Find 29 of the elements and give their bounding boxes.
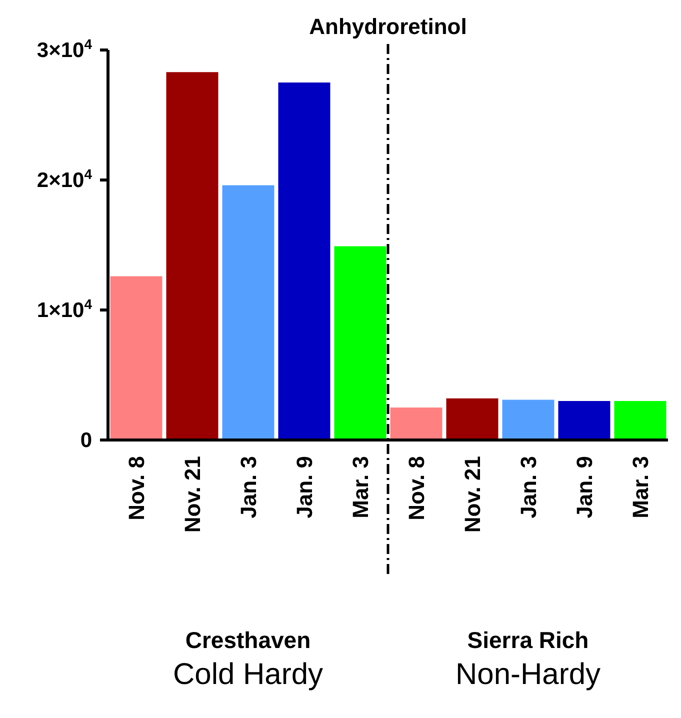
- y-tick-label: 2×10$^{4}$: [36, 166, 92, 192]
- x-tick-label: Nov. 21: [460, 456, 485, 533]
- x-tick-label: Jan. 9: [292, 456, 317, 518]
- bar: [222, 185, 274, 440]
- bar: [390, 408, 442, 440]
- bar: [334, 246, 386, 440]
- text: Non-Hardy: [455, 658, 601, 691]
- y-tick-label: 3×10$^{4}$: [36, 36, 92, 62]
- bar: [110, 276, 162, 440]
- bar: [166, 72, 218, 440]
- y-tick-label: 1×10$^{4}$: [36, 296, 92, 322]
- bar: [278, 82, 330, 440]
- x-tick-label: Nov. 8: [404, 456, 429, 520]
- x-tick-label: Jan. 9: [572, 456, 597, 518]
- x-tick-label: Jan. 3: [236, 456, 261, 518]
- bar: [614, 401, 666, 440]
- bar: [502, 400, 554, 440]
- text: Cold Hardy: [172, 658, 324, 691]
- chart-title: Anhydroretinol: [309, 14, 467, 39]
- x-tick-label: Nov. 8: [124, 456, 149, 520]
- x-tick-label: Mar. 3: [628, 456, 653, 518]
- y-tick-label: 0: [80, 429, 92, 452]
- bar: [558, 401, 610, 440]
- x-tick-label: Nov. 21: [180, 456, 205, 533]
- bar: [446, 398, 498, 440]
- x-tick-label: Jan. 3: [516, 456, 541, 518]
- text: Cresthaven: [185, 627, 311, 653]
- x-tick-label: Mar. 3: [348, 456, 373, 518]
- text: Sierra Rich: [467, 627, 589, 653]
